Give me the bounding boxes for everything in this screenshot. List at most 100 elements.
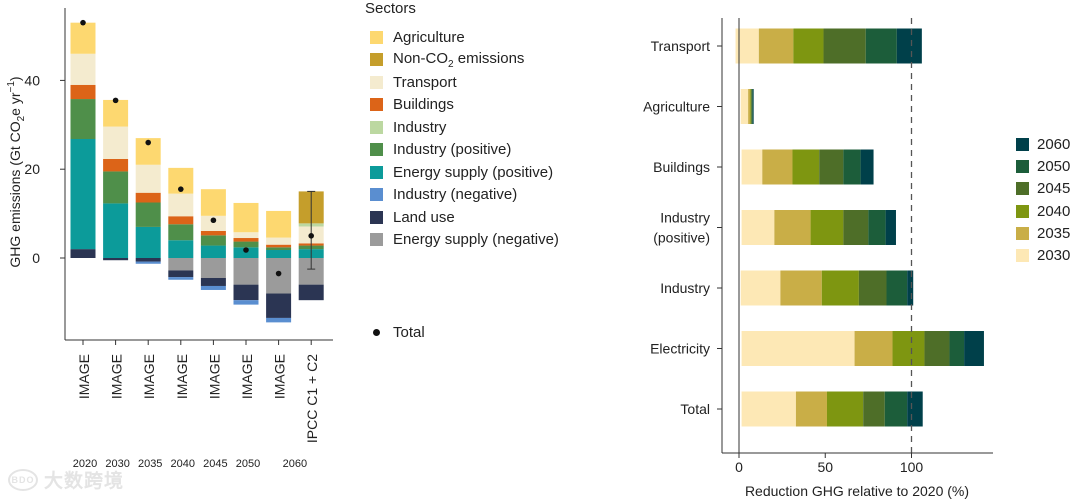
bar-segment-energy-supply-positive [200,245,226,258]
reduction-segment-2035 [758,28,794,64]
left-x-tick-label: IMAGE [174,354,190,399]
bar-segment-land-use [298,284,324,301]
reduction-segment-2060 [907,391,923,427]
left-bars [70,22,324,345]
legend-swatch [370,188,383,202]
year-legend-item: 2040 [1016,200,1070,222]
bar-segment-industry-positive [70,99,96,140]
legend-label: Industry (negative) [393,186,518,204]
bar-segment-buildings [103,158,129,172]
legend-swatch [1016,137,1029,151]
bar-segment-land-use [200,277,226,286]
right-x-tick-label: 100 [900,459,924,475]
bar-segment-buildings [233,238,259,242]
legend-swatch [370,143,383,157]
right-sector-label: (positive) [653,230,710,246]
reduction-segment-2030 [741,391,796,427]
left-emissions-chart: GHG emissions (Gt CO2e yr−1) 40 20 0 IMAGE… [6,8,333,470]
sector-legend: Agriculture Non-CO2 emissions Transport … [370,26,559,251]
reduction-segment-2035 [762,149,793,185]
left-y-axis-label: GHG emissions (Gt CO2e yr−1) [6,76,27,267]
legend-label: 2060 [1037,135,1071,153]
left-year-labels: 2020 2030 2035 2040 2045 2050 2060 [73,458,307,470]
bar-segment-industry-negative [200,285,226,290]
bar-segment-energy-supply-positive [103,203,129,258]
legend-label: 2040 [1037,202,1071,220]
right-sector-label: Total [680,401,710,417]
ylabel-part: e yr [7,92,23,116]
right-sector-labels: Transport Agriculture Buildings Industry (po… [643,38,710,417]
legend-swatch [1016,159,1029,173]
right-sector-label: Industry [660,280,710,296]
reduction-segment-2030 [740,89,749,124]
legend-label: Transport [393,73,457,91]
reduction-segment-2040 [810,210,844,245]
reduction-segment-2050 [886,270,908,306]
bar-segment-industry-negative [266,317,292,323]
reduction-segment-2050 [751,89,753,124]
total-marker [112,97,119,104]
year-label-shared: 2060 [283,458,307,470]
legend-swatch [370,120,383,134]
legend-swatch [370,210,383,224]
reduction-segment-2040 [750,89,752,124]
right-x-tick-label: 50 [817,459,833,475]
bar-segment-transport [70,53,96,85]
reduction-segment-2050 [868,210,886,245]
bar-segment-land-use [70,249,96,258]
legend-label: 2035 [1037,224,1071,242]
bar-segment-buildings [168,216,194,225]
reduction-segment-2060 [860,149,874,185]
ylabel-part: ) [7,76,23,81]
left-y-tick-label: 0 [32,250,40,266]
reduction-segment-2050 [865,28,897,64]
reduction-segment-2060 [907,270,914,306]
bar-segment-energy-supply-negative [233,258,259,285]
legend-label: Energy supply (positive) [393,163,554,181]
year-label: 2050 [236,458,260,470]
total-marker [80,19,86,26]
reduction-segment-2050 [843,149,861,185]
watermark-logo-icon: BDO [8,468,38,491]
watermark: BDO 大数跨境 [8,466,124,493]
legend-label: Agriculture [393,28,465,46]
bar-segment-industry-positive [266,247,292,251]
year-legend-item: 2050 [1016,155,1070,177]
bar-segment-industry-positive [168,224,194,241]
bar-segment-industry-negative [135,261,161,264]
reduction-segment-2040 [793,28,824,64]
bar-segment-buildings [200,230,226,236]
reduction-segment-2045 [858,270,887,306]
legend-label: Land use [393,208,455,226]
total-marker [178,186,184,192]
bar-segment-energy-supply-positive [70,139,96,250]
reduction-segment-2045 [823,28,866,64]
legend-swatch [370,53,383,67]
right-sector-label: Electricity [650,341,710,357]
total-marker [145,139,151,146]
reduction-segment-2060 [885,210,896,245]
legend-label: Industry [393,118,447,136]
bar-segment-transport [233,232,259,239]
year-legend-item: 2035 [1016,222,1070,244]
legend-label: Total [393,324,425,341]
total-dot-icon [373,329,380,336]
right-sector-label: Buildings [653,159,710,175]
total-marker [243,247,249,253]
legend-item-energy-supply-negative: Energy supply (negative) [370,229,559,252]
legend-label: 2045 [1037,180,1071,198]
bar-segment-energy-supply-positive [168,240,194,258]
bar-segment-agriculture [70,22,96,54]
year-legend-item: 2030 [1016,244,1070,266]
ylabel-subscript: 2 [16,115,27,121]
reduction-segment-2030 [741,210,775,245]
legend-label: Buildings [393,96,454,114]
legend-label: 2030 [1037,247,1071,265]
reduction-segment-2030 [741,149,763,185]
reduction-segment-2050 [884,391,908,427]
left-x-tick-label: IMAGE [76,354,92,399]
legend-item-non-co2: Non-CO2 emissions [370,49,559,72]
bar-segment-transport [103,126,129,159]
legend-item-industry-positive: Industry (positive) [370,139,559,162]
year-label: 2020 [73,458,97,470]
